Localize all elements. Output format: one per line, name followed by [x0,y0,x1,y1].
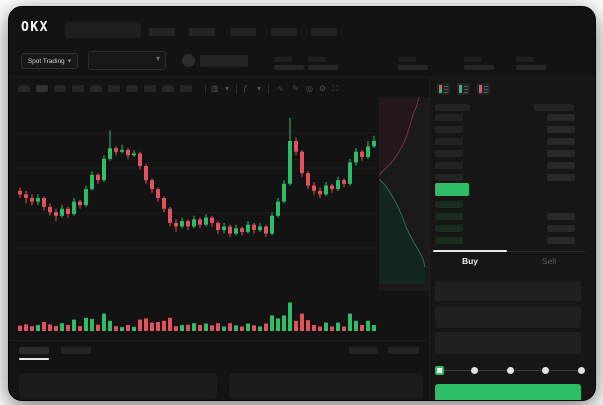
toolbar-divider [236,84,237,94]
orders-panel-box [229,373,423,399]
ask-price-row[interactable] [435,150,463,157]
last-price-badge[interactable] [435,183,469,196]
coin-logo-icon [182,54,195,67]
ask-amount [547,114,575,121]
market-type-label: Spot Trading [27,57,65,65]
screenshot-icon[interactable]: ◎ [306,84,313,93]
ob-price-header [435,104,470,111]
ticker-stat-label [516,57,534,62]
candlestick-chart[interactable] [16,97,377,291]
nav-item[interactable] [311,28,337,36]
ticker-stat-value [308,65,338,70]
timeframe-button[interactable] [180,85,192,92]
timeframe-button[interactable] [18,85,30,92]
indicators-icon[interactable]: ƒ [243,84,248,93]
depth-chart[interactable] [379,97,431,291]
slider-stop-dot[interactable] [577,367,585,374]
fullscreen-icon[interactable]: ⛶ [332,84,338,93]
bid-amount [547,237,575,244]
ask-amount [547,150,575,157]
slider-stop-dot[interactable] [542,367,549,374]
amount-input[interactable] [435,306,581,328]
ask-amount [547,174,575,181]
divider [9,340,427,341]
order-book-trade-panel: Buy Sell [429,78,595,400]
nav-item[interactable] [149,28,175,36]
ticker-stat-label [464,57,482,62]
ask-amount [547,126,575,133]
timeframe-button[interactable] [36,85,48,92]
timeframe-button[interactable] [72,85,84,92]
ticker-stat-label [274,57,292,62]
buy-submit-button[interactable] [435,384,581,400]
ticker-stat-value [516,65,546,70]
ask-amount [547,138,575,145]
total-input[interactable] [435,332,581,354]
ask-amount [547,162,575,169]
orders-tab-active[interactable] [19,347,49,354]
line-tool-icon[interactable]: ∿ [277,84,284,93]
timeframe-button[interactable] [144,85,156,92]
timeframe-button[interactable] [54,85,66,92]
ticker-stat-value [274,65,304,70]
tab-buy[interactable]: Buy [461,256,479,266]
active-tab-underline [19,358,49,360]
ticker-stat-label [398,57,416,62]
indicators-chevron-icon[interactable]: ▾ [257,84,262,93]
history-link-placeholder[interactable] [349,347,378,354]
buy-tab-indicator [433,250,507,252]
chevron-down-icon: ▾ [67,57,72,65]
bid-amount [547,213,575,220]
timeframe-button[interactable] [126,85,138,92]
app-window: OKX Spot Trading ▾ ▾ ▥ ▾ ƒ ▾ ∿ ✎ ◎ ⚙ ⛶ Buy Sell [8,6,596,401]
pair-selector-dropdown[interactable]: ▾ [88,51,166,70]
okx-logo[interactable]: OKX [21,20,49,35]
pair-name-placeholder [200,55,248,67]
nav-item[interactable] [230,28,256,36]
orders-panel-box [19,373,217,399]
divider [9,77,595,78]
draw-tool-icon[interactable]: ✎ [292,84,299,93]
ticker-stat-label [308,57,326,62]
ask-price-row[interactable] [435,126,463,133]
tab-sell[interactable]: Sell [541,256,557,266]
book-bids-view-icon[interactable] [457,83,470,95]
nav-item[interactable] [271,28,297,36]
bid-price-row[interactable] [435,201,463,208]
timeframe-button[interactable] [90,85,102,92]
book-split-view-icon[interactable] [437,83,450,95]
toolbar-divider [268,84,269,94]
ask-price-row[interactable] [435,114,463,121]
chevron-down-icon: ▾ [155,54,160,63]
history-link-placeholder[interactable] [388,347,419,354]
volume-histogram [18,302,376,331]
divider [431,251,585,252]
bid-amount [547,225,575,232]
price-input[interactable] [435,281,581,301]
ticker-stat-value [464,65,494,70]
timeframe-button[interactable] [108,85,120,92]
slider-stop-dot[interactable] [471,367,478,374]
chart-type-chevron-icon[interactable]: ▾ [225,84,230,93]
ask-price-row[interactable] [435,162,463,169]
ticker-stat-value [398,65,428,70]
market-type-dropdown[interactable]: Spot Trading ▾ [21,53,78,69]
bid-price-row[interactable] [435,213,463,220]
toolbar-divider [205,84,206,94]
slider-handle[interactable] [434,366,444,375]
nav-item[interactable] [189,28,215,36]
chart-type-icon[interactable]: ▥ [211,84,219,93]
ask-price-row[interactable] [435,174,463,181]
bid-price-row[interactable] [435,237,463,244]
ask-price-row[interactable] [435,138,463,145]
orders-tab[interactable] [61,347,91,354]
slider-stop-dot[interactable] [506,367,514,374]
settings-gear-icon[interactable]: ⚙ [319,84,327,93]
search-input[interactable] [65,22,141,38]
book-asks-view-icon[interactable] [477,83,490,95]
ob-amount-header [534,104,574,111]
timeframe-button[interactable] [162,85,174,92]
bid-price-row[interactable] [435,225,463,232]
